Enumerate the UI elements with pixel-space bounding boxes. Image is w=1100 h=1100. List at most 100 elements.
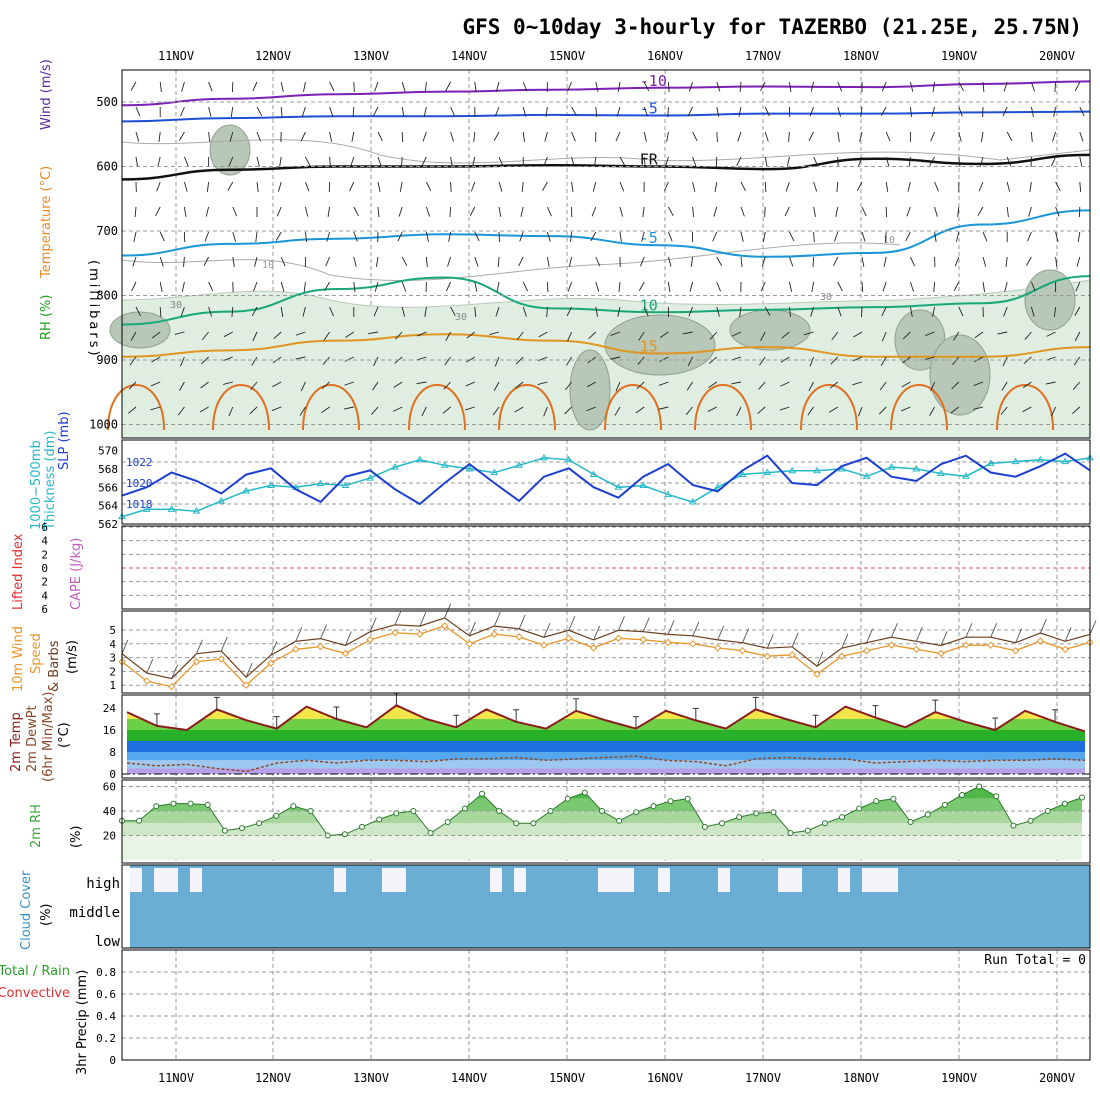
axis-title: 2m RH bbox=[29, 804, 44, 848]
wind-barb bbox=[421, 156, 427, 167]
wind-barb bbox=[546, 256, 550, 267]
axis-title: RH (%) bbox=[39, 295, 54, 340]
wind-barb bbox=[736, 156, 742, 167]
wind-barb bbox=[280, 106, 283, 118]
panel-frame-cloud bbox=[121, 864, 1091, 949]
wind-barb bbox=[1074, 81, 1081, 92]
wind-barb bbox=[764, 206, 766, 218]
rh-point bbox=[941, 801, 948, 808]
temp-color-band bbox=[127, 708, 1085, 719]
rh-point bbox=[564, 795, 571, 802]
wind-barb bbox=[953, 281, 960, 292]
wind-barb bbox=[688, 306, 694, 317]
wind-barb bbox=[424, 306, 427, 317]
rh-point bbox=[650, 803, 657, 810]
wind-barb bbox=[150, 381, 161, 387]
rh-point bbox=[290, 803, 297, 810]
wind-barb bbox=[474, 306, 477, 318]
wind-barb bbox=[515, 381, 524, 389]
wind-barb bbox=[837, 281, 843, 292]
rh-point bbox=[393, 810, 400, 817]
thickness-point bbox=[1061, 457, 1070, 465]
rh-point bbox=[341, 831, 348, 838]
pressure-tick-label: 700 bbox=[96, 224, 118, 238]
wind-speed-point bbox=[887, 641, 896, 649]
wind-barb bbox=[931, 106, 936, 117]
wind-barb bbox=[879, 381, 887, 391]
wind-barb bbox=[135, 156, 139, 167]
wind-barb bbox=[1076, 256, 1081, 267]
wind-barb bbox=[742, 628, 749, 643]
wind-barb bbox=[667, 106, 669, 118]
wind-speed-point bbox=[540, 641, 548, 649]
wind-barb bbox=[833, 256, 839, 267]
wind-barb bbox=[425, 256, 428, 268]
wind-barb bbox=[764, 306, 771, 316]
wind-barb bbox=[495, 306, 500, 317]
wind-barb bbox=[708, 381, 718, 388]
wind-barb bbox=[329, 156, 331, 168]
wind-barb bbox=[395, 331, 403, 340]
wind-barb bbox=[543, 406, 548, 417]
wind-barb bbox=[251, 306, 258, 317]
wind-barb bbox=[134, 206, 137, 218]
rh-point bbox=[839, 814, 845, 821]
wind-barb bbox=[982, 231, 988, 242]
thickness-point bbox=[738, 470, 747, 477]
date-label-bottom: 17NOV bbox=[745, 1071, 781, 1085]
wind-speed-point bbox=[664, 638, 672, 647]
precip-tick-label: 0 bbox=[109, 1054, 116, 1067]
date-label-bottom: 18NOV bbox=[843, 1071, 879, 1085]
wind-barb bbox=[522, 281, 528, 292]
wind-barb bbox=[179, 381, 185, 391]
wind-barb bbox=[788, 231, 795, 242]
wind-barb bbox=[208, 131, 211, 142]
date-label-bottom: 16NOV bbox=[647, 1071, 683, 1085]
wind-barb bbox=[592, 181, 597, 192]
wind-barb bbox=[199, 406, 209, 413]
wind-barb bbox=[270, 640, 278, 656]
wind-speed-point bbox=[440, 622, 449, 630]
wind-barb bbox=[829, 406, 839, 413]
thickness-point bbox=[316, 479, 325, 487]
wind-speed-point bbox=[143, 677, 151, 685]
wind-barb bbox=[1015, 628, 1022, 643]
wind-barb bbox=[204, 231, 210, 242]
wind-barb bbox=[761, 256, 766, 267]
wind-barb bbox=[208, 81, 213, 92]
wind-barb bbox=[135, 306, 141, 317]
wind-barb bbox=[522, 81, 528, 92]
rh-point bbox=[547, 807, 554, 814]
wind-speed-point bbox=[292, 645, 300, 654]
wind-barb bbox=[179, 131, 185, 141]
wind-barb bbox=[687, 106, 694, 117]
page-title: GFS 0~10day 3-hourly for TAZERBO (21.25E… bbox=[462, 15, 1082, 39]
high-cloud-gap bbox=[622, 868, 634, 892]
wind-barb bbox=[958, 131, 962, 142]
wind-barb bbox=[181, 281, 185, 292]
wind-barb bbox=[813, 206, 816, 217]
wind-barb bbox=[1054, 81, 1057, 93]
wind-barb bbox=[196, 639, 203, 654]
wind-barb bbox=[279, 156, 282, 167]
wind-barb bbox=[905, 231, 911, 242]
wind-barb bbox=[252, 81, 258, 92]
rh-point bbox=[256, 820, 263, 827]
wind-barb bbox=[1006, 206, 1009, 217]
wind-barb bbox=[345, 331, 355, 338]
wind-barb bbox=[1079, 181, 1082, 193]
wind-barb bbox=[716, 81, 721, 92]
thickness-point bbox=[142, 505, 151, 512]
wind-barb bbox=[588, 331, 597, 340]
wind-barb bbox=[830, 356, 839, 365]
wind-barb bbox=[393, 406, 403, 412]
wind-barb bbox=[401, 256, 408, 267]
pressure-tick-label: 1000 bbox=[89, 418, 118, 432]
wind-barb bbox=[229, 131, 234, 142]
thickness-point bbox=[217, 497, 226, 504]
wind-barb bbox=[973, 356, 984, 363]
wind-barb bbox=[902, 331, 911, 340]
wind-barb bbox=[667, 281, 671, 292]
wind-barb bbox=[256, 131, 262, 142]
rh-point bbox=[427, 830, 434, 837]
